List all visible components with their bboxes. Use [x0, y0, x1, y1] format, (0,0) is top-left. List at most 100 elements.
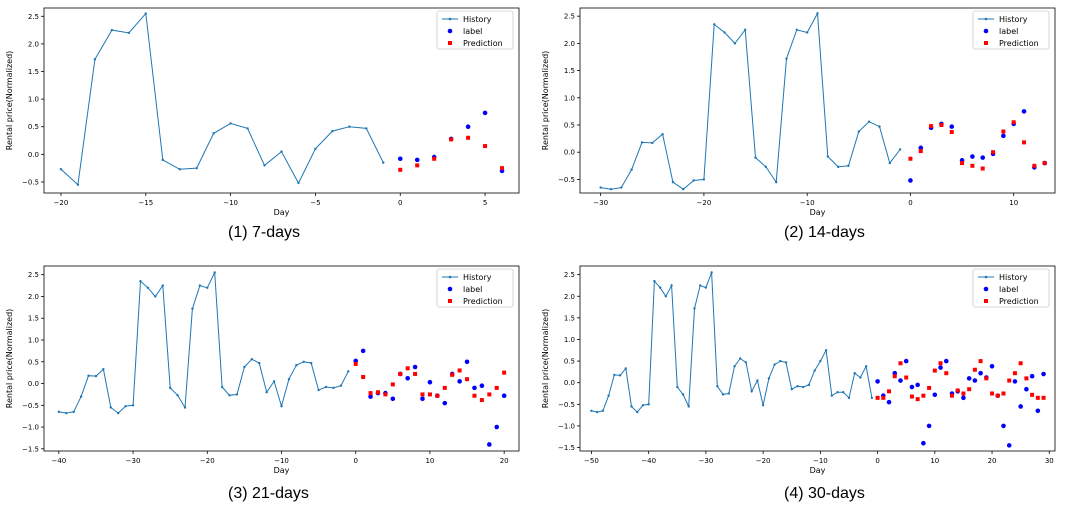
- history-point: [692, 179, 695, 182]
- label-point: [465, 124, 471, 130]
- y-axis-label: Rental price(Normalized): [5, 51, 14, 151]
- label-point: [472, 385, 477, 391]
- history-point: [693, 307, 696, 310]
- chart-caption: (2) 14-days: [784, 224, 865, 241]
- legend: History label Prediction: [436, 268, 514, 308]
- x-tick-label: −40: [51, 457, 66, 465]
- legend-label: History: [463, 15, 492, 24]
- chart-panel-21-days: −40 −30 −20 −10 0 10 20 −1.5 −1.0 −0.5 0.0 0.5 1.0 1.…: [0, 256, 536, 511]
- history-point: [76, 183, 80, 186]
- history-point: [796, 384, 799, 388]
- legend-label: Prediction: [999, 39, 1039, 48]
- history-point: [761, 403, 765, 407]
- history-point: [704, 286, 708, 289]
- x-tick-label: −10: [800, 199, 815, 207]
- history-point: [168, 386, 172, 390]
- history-point: [258, 361, 261, 365]
- history-point: [183, 406, 187, 409]
- history-point: [94, 374, 98, 378]
- history-point: [609, 187, 613, 191]
- y-tick-label: 0.5: [28, 358, 39, 366]
- legend-label: History: [463, 273, 492, 282]
- prediction-point: [1030, 392, 1035, 397]
- label-point: [1041, 371, 1046, 377]
- history-point: [250, 357, 254, 361]
- x-tick-label: −30: [699, 457, 714, 465]
- prediction-point: [361, 375, 366, 379]
- legend-label: Prediction: [463, 39, 503, 48]
- legend-label: label: [463, 27, 482, 36]
- prediction-point: [368, 391, 373, 396]
- legend: History label Prediction: [972, 10, 1050, 50]
- history-point: [857, 130, 861, 133]
- label-point: [427, 379, 433, 385]
- legend-label: History: [999, 273, 1028, 282]
- y-tick-label: 0.5: [28, 123, 39, 131]
- history-point: [213, 271, 216, 274]
- legend: History label Prediction: [436, 10, 514, 50]
- prediction-point: [1001, 129, 1006, 134]
- prediction-point: [1012, 371, 1017, 376]
- prediction-point: [904, 375, 909, 380]
- label-point: [397, 156, 403, 162]
- prediction-point: [1042, 161, 1047, 166]
- prediction-point: [383, 392, 388, 397]
- prediction-point: [921, 393, 926, 398]
- prediction-point: [932, 368, 937, 373]
- history-point: [607, 394, 610, 397]
- legend-history-marker: [448, 275, 452, 279]
- history-point: [716, 384, 719, 388]
- history-point: [110, 28, 114, 32]
- history-point: [624, 367, 627, 370]
- history-point: [124, 404, 127, 408]
- prediction-point: [887, 389, 892, 394]
- history-point: [661, 133, 664, 136]
- history-point: [750, 390, 753, 393]
- prediction-point: [909, 394, 914, 399]
- x-tick-label: 10: [930, 457, 939, 465]
- history-point: [102, 367, 105, 371]
- legend-label: label: [463, 285, 482, 294]
- y-tick-label: 1.5: [564, 67, 575, 75]
- legend-label: History: [999, 15, 1028, 24]
- history-point: [764, 165, 768, 169]
- prediction-point: [892, 374, 897, 379]
- y-tick-label: 1.5: [28, 315, 39, 323]
- y-tick-label: 0.0: [28, 151, 39, 159]
- x-tick-label: −20: [200, 457, 215, 465]
- chart-panel-30-days: −50 −40 −30 −20 −10 0 10 20 30 −1.5 −1.0 −0.5 0.0 0.5…: [536, 256, 1072, 511]
- history-point: [195, 166, 198, 170]
- history-point: [888, 161, 891, 165]
- history-point: [178, 168, 181, 171]
- history-point: [263, 164, 266, 167]
- history-point: [331, 129, 334, 133]
- label-point: [368, 394, 373, 399]
- history-point: [87, 374, 90, 377]
- history-point: [702, 178, 706, 181]
- label-point: [972, 378, 978, 383]
- history-point: [754, 156, 757, 159]
- label-point: [414, 157, 420, 163]
- legend-label: Prediction: [463, 297, 503, 306]
- history-point: [756, 379, 759, 382]
- history-point: [807, 383, 811, 387]
- history-point: [721, 393, 725, 396]
- history-point: [265, 391, 268, 394]
- chart-panel-14-days: −30 −20 −10 0 10 −0.5 0.0 0.5 1.0 1.5 2.0 2.5 Day Ren…: [536, 0, 1072, 255]
- history-point: [272, 380, 276, 383]
- x-tick-label: −5: [310, 199, 320, 207]
- history-point: [309, 361, 313, 365]
- history-point: [302, 360, 305, 363]
- chart-panel-7-days: −20 −15 −10 −5 0 5 −0.5 0.0 0.5 1.0 1.5 2.0 2.5 Day Re…: [0, 0, 536, 255]
- history-point: [836, 391, 839, 394]
- history-point: [836, 165, 840, 169]
- history-point: [847, 164, 850, 167]
- history-point: [198, 284, 202, 287]
- history-point: [779, 359, 782, 363]
- label-point: [405, 376, 410, 381]
- prediction-point: [502, 370, 507, 375]
- legend-prediction-swatch: [984, 41, 988, 45]
- prediction-point: [375, 390, 380, 395]
- prediction-point: [915, 397, 920, 402]
- y-tick-label: −0.5: [22, 178, 39, 186]
